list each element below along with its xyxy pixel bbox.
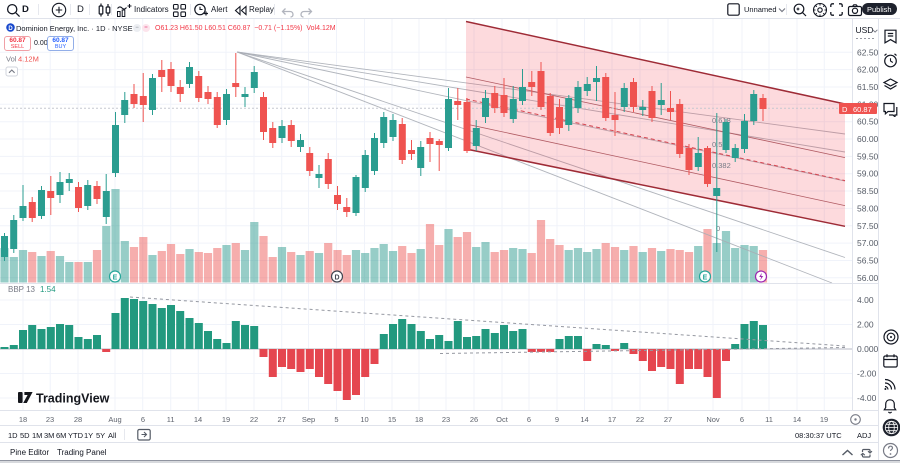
svg-text:59.00: 59.00 xyxy=(857,169,879,179)
svg-text:0.618: 0.618 xyxy=(712,116,731,125)
svg-text:-2.00: -2.00 xyxy=(857,369,877,379)
svg-text:62.00: 62.00 xyxy=(857,65,879,75)
svg-text:BBP 13: BBP 13 xyxy=(8,285,36,294)
svg-text:58.50: 58.50 xyxy=(857,186,879,196)
svg-text:0: 0 xyxy=(716,224,720,233)
svg-text:61.50: 61.50 xyxy=(857,82,879,92)
svg-text:4.12M: 4.12M xyxy=(18,55,39,64)
svg-text:4.00: 4.00 xyxy=(857,295,874,305)
svg-text:E: E xyxy=(113,275,118,282)
svg-text:Vol: Vol xyxy=(6,55,17,64)
svg-text:60.00: 60.00 xyxy=(857,134,879,144)
svg-text:1.54: 1.54 xyxy=(40,285,56,294)
svg-text:62.50: 62.50 xyxy=(857,47,879,57)
svg-text:58.00: 58.00 xyxy=(857,203,879,213)
svg-text:D: D xyxy=(334,275,339,282)
svg-text:0.382: 0.382 xyxy=(712,161,731,170)
svg-text:57.00: 57.00 xyxy=(857,238,879,248)
svg-text:56.00: 56.00 xyxy=(857,273,879,283)
svg-text:59.50: 59.50 xyxy=(857,151,879,161)
svg-text:57.50: 57.50 xyxy=(857,221,879,231)
svg-text:60.50: 60.50 xyxy=(857,117,879,127)
svg-text:USD: USD xyxy=(856,25,874,35)
svg-text:56.50: 56.50 xyxy=(857,256,879,266)
svg-text:E: E xyxy=(703,275,708,282)
svg-text:-4.00: -4.00 xyxy=(857,393,877,403)
svg-text:2.00: 2.00 xyxy=(857,320,874,330)
svg-text:0.0000: 0.0000 xyxy=(857,344,883,354)
svg-text:D: D xyxy=(8,26,13,32)
svg-text:TradingView: TradingView xyxy=(36,392,110,406)
